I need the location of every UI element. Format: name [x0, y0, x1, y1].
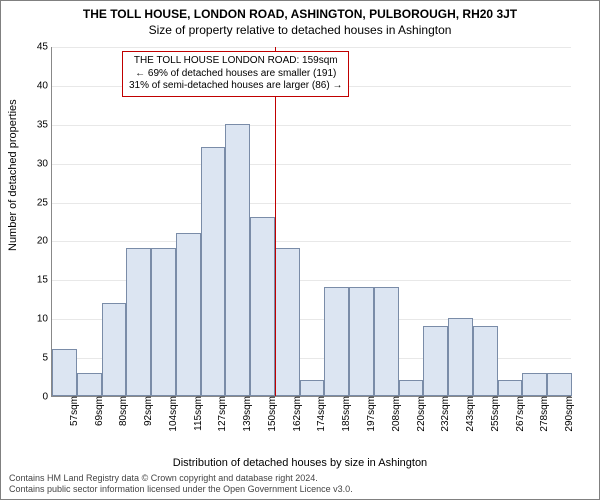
gridline — [52, 164, 571, 165]
xtick-label: 174sqm — [314, 396, 327, 432]
histogram-bar — [448, 318, 473, 396]
ytick-label: 15 — [28, 275, 52, 286]
histogram-bar — [250, 217, 275, 396]
ytick-label: 40 — [28, 80, 52, 91]
histogram-bar — [225, 124, 250, 396]
xtick-label: 162sqm — [290, 396, 303, 432]
x-axis-label: Distribution of detached houses by size … — [1, 457, 599, 469]
page-title: THE TOLL HOUSE, LONDON ROAD, ASHINGTON, … — [1, 1, 599, 21]
ytick-label: 30 — [28, 158, 52, 169]
histogram-bar — [324, 287, 349, 396]
xtick-label: 197sqm — [364, 396, 377, 432]
histogram-bar — [201, 147, 226, 396]
xtick-label: 69sqm — [92, 396, 105, 426]
gridline — [52, 125, 571, 126]
xtick-label: 57sqm — [67, 396, 80, 426]
ytick-label: 35 — [28, 119, 52, 130]
ytick-label: 0 — [28, 392, 52, 403]
ytick-label: 5 — [28, 353, 52, 364]
xtick-label: 150sqm — [265, 396, 278, 432]
histogram-bar — [176, 233, 201, 396]
histogram-bar — [52, 349, 77, 396]
xtick-label: 267sqm — [513, 396, 526, 432]
gridline — [52, 241, 571, 242]
xtick-label: 115sqm — [191, 396, 204, 431]
histogram-bar — [399, 380, 424, 396]
histogram-bar — [349, 287, 374, 396]
footer-line1: Contains HM Land Registry data © Crown c… — [9, 473, 318, 483]
y-axis-label: Number of detached properties — [7, 99, 19, 251]
ytick-label: 45 — [28, 42, 52, 53]
xtick-label: 243sqm — [463, 396, 476, 432]
histogram-bar — [473, 326, 498, 396]
xtick-label: 220sqm — [414, 396, 427, 432]
histogram-bar — [275, 248, 300, 396]
chart-container: THE TOLL HOUSE, LONDON ROAD, ASHINGTON, … — [0, 0, 600, 500]
histogram-bar — [547, 373, 572, 396]
xtick-label: 208sqm — [389, 396, 402, 432]
annotation-line: ← 69% of detached houses are smaller (19… — [129, 68, 342, 81]
xtick-label: 290sqm — [562, 396, 575, 432]
xtick-label: 80sqm — [116, 396, 129, 426]
xtick-label: 139sqm — [240, 396, 253, 432]
chart-subtitle: Size of property relative to detached ho… — [1, 21, 599, 37]
footer-attribution: Contains HM Land Registry data © Crown c… — [9, 473, 591, 495]
xtick-label: 127sqm — [215, 396, 228, 432]
chart-area: 05101520253035404557sqm69sqm80sqm92sqm10… — [51, 47, 571, 397]
histogram-bar — [151, 248, 176, 396]
ytick-label: 10 — [28, 314, 52, 325]
annotation-box: THE TOLL HOUSE LONDON ROAD: 159sqm← 69% … — [122, 51, 349, 97]
histogram-bar — [300, 380, 325, 396]
histogram-bar — [423, 326, 448, 396]
xtick-label: 255sqm — [488, 396, 501, 432]
gridline — [52, 47, 571, 48]
xtick-label: 185sqm — [339, 396, 352, 432]
xtick-label: 92sqm — [141, 396, 154, 426]
histogram-bar — [126, 248, 151, 396]
histogram-bar — [522, 373, 547, 396]
plot-region: 05101520253035404557sqm69sqm80sqm92sqm10… — [51, 47, 571, 397]
histogram-bar — [498, 380, 523, 396]
xtick-label: 232sqm — [438, 396, 451, 432]
histogram-bar — [77, 373, 102, 396]
xtick-label: 278sqm — [537, 396, 550, 432]
histogram-bar — [102, 303, 127, 396]
xtick-label: 104sqm — [166, 396, 179, 432]
annotation-line: 31% of semi-detached houses are larger (… — [129, 80, 342, 93]
ytick-label: 25 — [28, 197, 52, 208]
gridline — [52, 203, 571, 204]
footer-line2: Contains public sector information licen… — [9, 484, 353, 494]
reference-line — [275, 47, 276, 396]
annotation-line: THE TOLL HOUSE LONDON ROAD: 159sqm — [129, 55, 342, 68]
histogram-bar — [374, 287, 399, 396]
ytick-label: 20 — [28, 236, 52, 247]
